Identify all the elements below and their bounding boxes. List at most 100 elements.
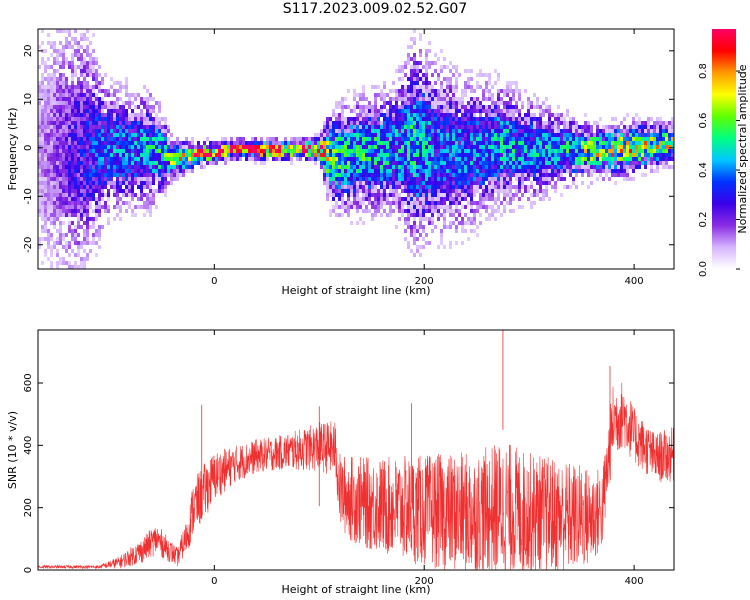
spectrogram-cell: [98, 181, 101, 185]
spectrogram-cell: [413, 153, 416, 157]
spectrogram-cell: [455, 117, 458, 121]
spectrogram-cell: [497, 157, 500, 161]
spectrogram-cell: [458, 73, 461, 77]
spectrogram-cell: [356, 141, 359, 145]
spectrogram-cell: [86, 125, 89, 129]
spectrogram-cell: [437, 149, 440, 153]
spectrogram-cell: [95, 201, 98, 205]
spectrogram-cell: [230, 137, 233, 141]
spectrogram-cell: [128, 125, 131, 129]
spectrogram-cell: [134, 97, 137, 101]
spectrogram-cell: [344, 141, 347, 145]
spectrogram-cell: [590, 181, 593, 185]
spectrogram-cell: [161, 189, 164, 193]
spectrogram-cell: [608, 137, 611, 141]
spectrogram-cell: [326, 157, 329, 161]
spectrogram-cell: [554, 129, 557, 133]
spectrogram-cell: [41, 93, 44, 97]
spectrogram-cell: [578, 145, 581, 149]
spectrogram-cell: [185, 145, 188, 149]
spectrogram-cell: [473, 141, 476, 145]
spectrogram-cell: [68, 89, 71, 93]
spectrogram-cell: [356, 129, 359, 133]
spectrogram-cell: [641, 141, 644, 145]
spectrogram-cell: [140, 197, 143, 201]
spectrogram-cell: [371, 105, 374, 109]
spectrogram-cell: [98, 157, 101, 161]
spectrogram-cell: [413, 213, 416, 217]
spectrogram-cell: [377, 117, 380, 121]
spectrogram-cell: [422, 145, 425, 149]
spectrogram-cell: [515, 85, 518, 89]
spectrogram-cell: [530, 137, 533, 141]
spectrogram-cell: [458, 133, 461, 137]
spectrogram-cell: [359, 97, 362, 101]
spectrogram-cell: [155, 165, 158, 169]
spectrogram-cell: [416, 93, 419, 97]
spectrogram-cell: [383, 137, 386, 141]
spectrogram-cell: [464, 185, 467, 189]
spectrogram-cell: [437, 209, 440, 213]
spectrogram-cell: [470, 157, 473, 161]
spectrogram-cell: [131, 137, 134, 141]
spectrogram-cell: [518, 137, 521, 141]
spectrogram-cell: [341, 97, 344, 101]
spectrogram-cell: [41, 105, 44, 109]
spectrogram-cell: [596, 153, 599, 157]
spectrogram-cell: [71, 85, 74, 89]
spectrogram-cell: [416, 153, 419, 157]
spectrogram-cell: [347, 89, 350, 93]
spectrogram-cell: [473, 117, 476, 121]
spectrogram-cell: [332, 145, 335, 149]
spectrogram-cell: [512, 153, 515, 157]
spectrogram-cell: [431, 117, 434, 121]
spectrogram-cell: [623, 137, 626, 141]
spectrogram-cell: [158, 185, 161, 189]
spectrogram-cell: [545, 137, 548, 141]
spectrogram-cell: [362, 117, 365, 121]
spectrogram-cell: [467, 149, 470, 153]
spectrogram-cell: [65, 109, 68, 113]
spectrogram-cell: [491, 213, 494, 217]
spectrogram-cell: [560, 153, 563, 157]
spectrogram-cell: [293, 153, 296, 157]
spectrogram-cell: [509, 149, 512, 153]
spectrogram-cell: [329, 189, 332, 193]
spectrogram-cell: [392, 169, 395, 173]
spectrogram-cell: [149, 125, 152, 129]
spectrogram-cell: [512, 161, 515, 165]
spectrogram-cell: [665, 121, 668, 125]
spectrogram-cell: [482, 189, 485, 193]
spectrogram-cell: [143, 121, 146, 125]
spectrogram-cell: [365, 209, 368, 213]
spectrogram-cell: [521, 193, 524, 197]
spectrogram-cell: [332, 197, 335, 201]
spectrogram-cell: [581, 137, 584, 141]
spectrogram-cell: [569, 185, 572, 189]
spectrogram-cell: [353, 109, 356, 113]
spectrogram-cell: [542, 165, 545, 169]
spectrogram-cell: [551, 169, 554, 173]
spectrogram-cell: [140, 113, 143, 117]
spectrogram-cell: [461, 225, 464, 229]
spectrogram-cell: [425, 153, 428, 157]
spectrogram-cell: [383, 165, 386, 169]
spectrogram-cell: [56, 61, 59, 65]
spectrogram-cell: [569, 137, 572, 141]
spectrogram-cell: [464, 221, 467, 225]
spectrogram-cell: [182, 157, 185, 161]
spectrogram-cell: [416, 121, 419, 125]
spectrogram-cell: [473, 89, 476, 93]
spectrogram-cell: [563, 185, 566, 189]
spectrogram-cell: [155, 169, 158, 173]
spectrogram-cell: [365, 149, 368, 153]
spectrogram-cell: [440, 173, 443, 177]
spectrogram-cell: [83, 265, 86, 269]
spectrogram-cell: [83, 249, 86, 253]
spectrogram-cell: [647, 153, 650, 157]
spectrogram-cell: [398, 185, 401, 189]
spectrogram-cell: [167, 165, 170, 169]
spectrogram-cell: [80, 85, 83, 89]
spectrogram-cell: [662, 153, 665, 157]
spectrogram-cell: [146, 201, 149, 205]
